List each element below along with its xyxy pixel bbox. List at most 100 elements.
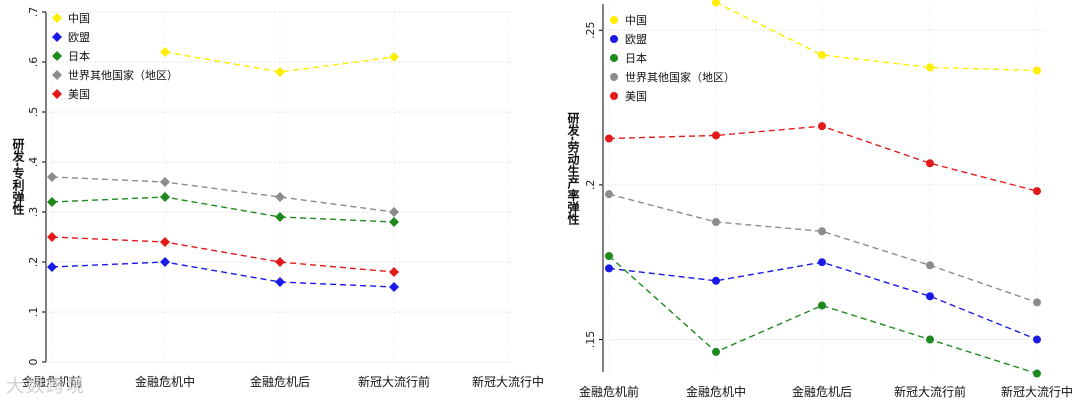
- y-tick-label: .3: [27, 207, 40, 218]
- data-point: [818, 51, 826, 60]
- legend-label: 美国: [68, 88, 90, 101]
- data-point: [389, 267, 399, 277]
- data-point: [160, 237, 170, 247]
- y-tick-label: .7: [27, 7, 40, 18]
- legend-label: 日本: [625, 51, 647, 65]
- data-point: [47, 262, 57, 272]
- data-point: [926, 159, 934, 168]
- y-tick-label: .2: [27, 257, 40, 268]
- series-line: [608, 125, 1038, 192]
- legend-label: 中国: [625, 14, 647, 27]
- data-point: [1033, 298, 1041, 307]
- data-point: [1033, 187, 1041, 196]
- y-tick-label: 0: [27, 359, 40, 366]
- data-point: [275, 277, 285, 287]
- data-point: [47, 232, 57, 242]
- data-point: [818, 122, 826, 131]
- data-point: [926, 63, 934, 72]
- series-line: [608, 255, 1038, 375]
- legend-label: 欧盟: [68, 31, 90, 44]
- data-point: [605, 264, 613, 273]
- legend-marker: [610, 54, 618, 62]
- series-line: [608, 261, 1038, 341]
- legend-marker: [52, 32, 62, 42]
- series-line: [51, 236, 395, 273]
- series-line: [164, 51, 395, 73]
- x-tick-label: 金融危机后: [250, 374, 310, 389]
- data-point: [712, 0, 720, 7]
- legend-marker: [52, 89, 62, 99]
- legend-label: 日本: [68, 49, 90, 63]
- data-point: [818, 301, 826, 310]
- data-point: [926, 261, 934, 270]
- legend-label: 中国: [68, 12, 90, 25]
- data-point: [712, 347, 720, 356]
- x-tick-label: 金融危机中: [135, 374, 195, 389]
- series-line: [608, 193, 1038, 304]
- x-tick-label: 金融危机后: [792, 384, 852, 399]
- legend-label: 世界其他国家（地区）: [625, 70, 735, 84]
- legend-marker: [610, 16, 618, 24]
- y-tick-label: .25: [584, 22, 597, 39]
- x-tick-label: 新冠大流行中: [472, 374, 544, 389]
- data-point: [389, 217, 399, 227]
- data-point: [160, 192, 170, 202]
- series-line: [51, 261, 395, 288]
- data-point: [389, 282, 399, 292]
- y-tick-label: .4: [27, 157, 40, 168]
- y-axis-title: 研发-专利弹性: [11, 138, 25, 216]
- chart-2: .15 .2 .25 金融危机前 金融危机中 金融危机后 新冠大流行前 新冠大流行中 研发-劳动…: [566, 0, 1073, 399]
- y-tick-label: .1: [27, 307, 40, 318]
- x-tick-label: 新冠大流行前: [894, 384, 966, 399]
- data-point: [605, 252, 613, 261]
- data-point: [712, 218, 720, 227]
- x-tick-label: 新冠大流行中: [1001, 384, 1073, 399]
- legend-marker: [610, 92, 618, 100]
- data-point: [1033, 335, 1041, 344]
- data-point: [605, 190, 613, 199]
- data-point: [160, 177, 170, 187]
- data-point: [818, 258, 826, 267]
- data-point: [275, 212, 285, 222]
- x-tick-label: 新冠大流行前: [358, 374, 430, 389]
- data-point: [818, 227, 826, 236]
- data-point: [47, 172, 57, 182]
- chart-1: 0 .1 .2 .3 .4 .5 .6 .7 金融危机前 金融危机中 金融危机后 新冠大流行前 新冠大流…: [11, 7, 544, 389]
- y-tick-label: .2: [584, 180, 597, 191]
- x-tick-label: 金融危机中: [686, 384, 746, 399]
- x-tick-label: 金融危机前: [22, 374, 82, 389]
- data-point: [47, 197, 57, 207]
- data-point: [389, 52, 399, 62]
- series-line: [51, 176, 395, 213]
- y-tick-label: .5: [27, 107, 40, 118]
- data-point: [926, 292, 934, 301]
- x-tick-label: 金融危机前: [579, 384, 639, 399]
- legend-label: 世界其他国家（地区）: [68, 68, 178, 82]
- legend-marker: [52, 70, 62, 80]
- data-point: [275, 257, 285, 267]
- series-line: [715, 1, 1038, 72]
- y-tick-label: .15: [584, 331, 597, 349]
- watermark-text: 大数跨境: [6, 376, 86, 397]
- y-tick-label: .6: [27, 57, 40, 68]
- legend-marker: [52, 13, 62, 23]
- legend-label: 欧盟: [625, 33, 647, 46]
- data-point: [926, 335, 934, 344]
- data-point: [1033, 369, 1041, 378]
- data-point: [160, 257, 170, 267]
- series-line: [51, 196, 395, 223]
- data-point: [275, 192, 285, 202]
- data-point: [605, 134, 613, 143]
- legend-marker: [610, 73, 618, 81]
- y-axis-title: 研发-劳动生产率弹性: [566, 112, 580, 226]
- data-point: [712, 276, 720, 285]
- data-point: [160, 47, 170, 57]
- data-point: [712, 131, 720, 140]
- legend-marker: [52, 51, 62, 61]
- data-point: [389, 207, 399, 217]
- data-point: [275, 67, 285, 77]
- legend-label: 美国: [625, 90, 647, 103]
- legend-marker: [610, 35, 618, 43]
- data-point: [1033, 66, 1041, 75]
